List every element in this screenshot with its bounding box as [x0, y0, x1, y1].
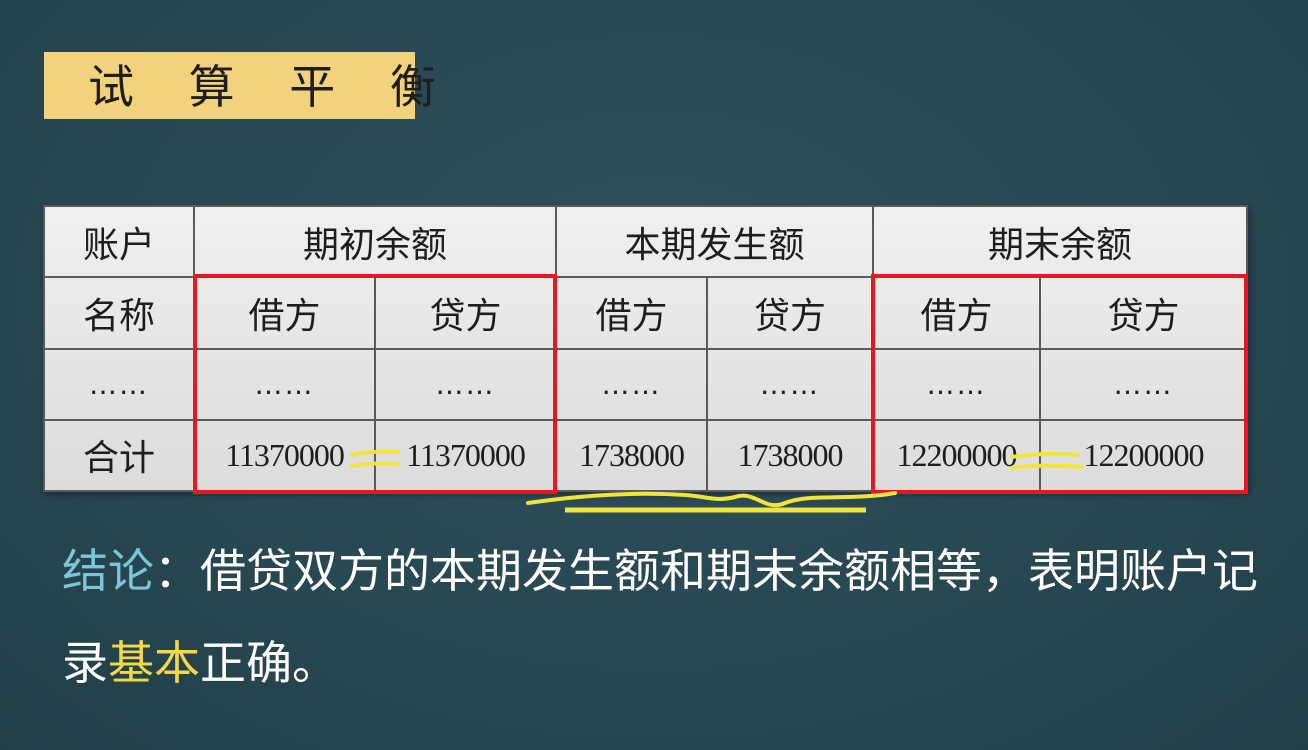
- closing-debit-total: 12200000: [872, 418, 1042, 493]
- ellipsis-cell: ……: [193, 347, 376, 421]
- ellipsis-cell: ……: [43, 347, 195, 421]
- conclusion-colon: ：: [154, 544, 200, 598]
- page-title: 试 算 平 衡: [88, 60, 456, 114]
- header-row-1: 账户 期初余额 本期发生额 期末余额: [43, 204, 1249, 279]
- group-header-opening: 期初余额: [192, 204, 558, 279]
- conclusion-text: 结论：借贷双方的本期发生额和期末余额相等，表明账户记录基本正确。: [62, 525, 1262, 709]
- account-header-cell: 账户: [43, 204, 195, 279]
- sub-header-credit: 贷方: [1039, 276, 1249, 350]
- sub-header-debit: 借方: [555, 276, 709, 350]
- conclusion-label: 结论: [62, 544, 154, 598]
- group-header-current: 本期发生额: [555, 204, 875, 279]
- ellipsis-cell: ……: [872, 347, 1042, 421]
- sub-header-credit: 贷方: [706, 276, 875, 350]
- ellipsis-cell: ……: [373, 347, 558, 421]
- conclusion-end: 正确。: [200, 636, 338, 690]
- total-row: 合计 11370000 11370000 1738000 1738000 122…: [43, 418, 1249, 493]
- sub-header-debit: 借方: [193, 276, 376, 350]
- current-credit-total: 1738000: [706, 418, 875, 493]
- group-header-closing: 期末余额: [872, 204, 1249, 279]
- title-banner: 试 算 平 衡: [44, 52, 436, 119]
- opening-credit-total: 11370000: [373, 418, 558, 493]
- trial-balance-table: 账户 期初余额 本期发生额 期末余额 名称 借方 贷方 借方 贷方 借方 贷方 …: [43, 204, 1249, 493]
- conclusion-body: 借贷双方的本期发生额和期末余额相等，表明账户记录: [62, 544, 1258, 690]
- sub-header-credit: 贷方: [373, 276, 558, 350]
- underline-scribble: [526, 491, 897, 508]
- table-row: …… …… …… …… …… …… ……: [43, 347, 1249, 421]
- ellipsis-cell: ……: [555, 347, 709, 421]
- conclusion-highlight: 基本: [108, 636, 200, 690]
- header-row-2: 名称 借方 贷方 借方 贷方 借方 贷方: [43, 276, 1249, 350]
- ellipsis-cell: ……: [1039, 347, 1249, 421]
- current-debit-total: 1738000: [555, 418, 709, 493]
- total-label: 合计: [43, 418, 195, 493]
- closing-credit-total: 12200000: [1039, 418, 1249, 493]
- opening-debit-total: 11370000: [193, 418, 376, 493]
- ellipsis-cell: ……: [706, 347, 875, 421]
- account-name-cell: 名称: [43, 276, 195, 350]
- sub-header-debit: 借方: [872, 276, 1042, 350]
